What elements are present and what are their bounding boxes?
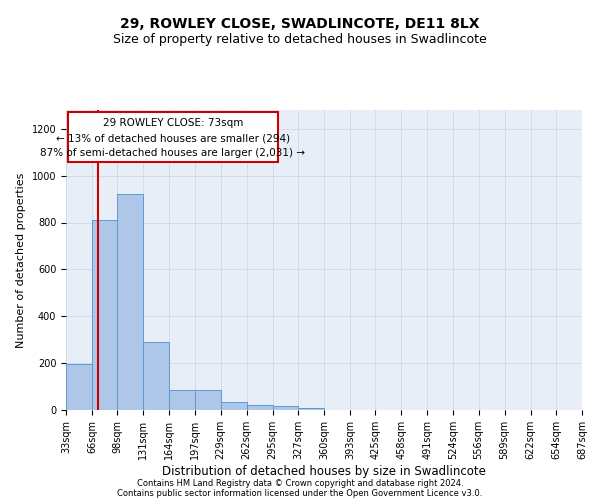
Text: ← 13% of detached houses are smaller (294): ← 13% of detached houses are smaller (29… [56, 133, 290, 143]
Bar [298, 408, 324, 410]
Bar [196, 390, 221, 410]
FancyBboxPatch shape [68, 112, 278, 162]
Text: Size of property relative to detached houses in Swadlincote: Size of property relative to detached ho… [113, 32, 487, 46]
Text: Contains HM Land Registry data © Crown copyright and database right 2024.: Contains HM Land Registry data © Crown c… [137, 478, 463, 488]
Bar [66, 364, 92, 410]
Bar [169, 390, 196, 410]
X-axis label: Distribution of detached houses by size in Swadlincote: Distribution of detached houses by size … [162, 464, 486, 477]
Text: 29 ROWLEY CLOSE: 73sqm: 29 ROWLEY CLOSE: 73sqm [103, 118, 243, 128]
Bar [273, 406, 298, 410]
Text: 29, ROWLEY CLOSE, SWADLINCOTE, DE11 8LX: 29, ROWLEY CLOSE, SWADLINCOTE, DE11 8LX [120, 18, 480, 32]
Bar [143, 342, 169, 410]
Bar [221, 402, 247, 410]
Y-axis label: Number of detached properties: Number of detached properties [16, 172, 26, 348]
Bar [92, 220, 117, 410]
Bar [247, 406, 273, 410]
Text: Contains public sector information licensed under the Open Government Licence v3: Contains public sector information licen… [118, 488, 482, 498]
Bar [117, 194, 143, 410]
Text: 87% of semi-detached houses are larger (2,031) →: 87% of semi-detached houses are larger (… [40, 148, 305, 158]
